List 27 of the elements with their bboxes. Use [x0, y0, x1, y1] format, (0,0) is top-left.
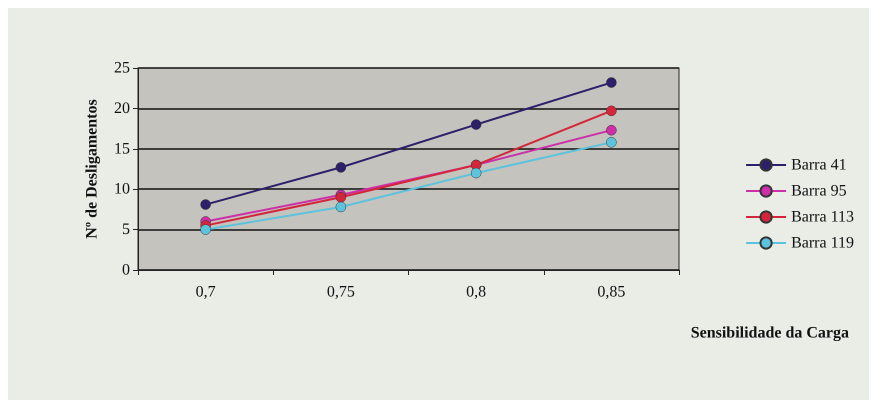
point	[336, 192, 346, 203]
point	[200, 224, 211, 235]
point	[470, 168, 482, 178]
x-tick-label: 0,85	[597, 284, 626, 300]
y-tick-label: 5	[122, 221, 130, 238]
point	[470, 119, 482, 130]
point	[336, 162, 346, 173]
legend-label: Barra 119	[791, 234, 854, 252]
point	[606, 77, 617, 88]
y-axis-title: Nº de Desligamentos	[84, 99, 100, 239]
legend-label: Barra 41	[791, 156, 847, 174]
point	[606, 124, 617, 136]
point	[606, 106, 617, 116]
y-tick-label: 0	[122, 262, 130, 278]
x-tick-label: 0,7	[196, 284, 216, 300]
y-tick-label: 15	[114, 140, 130, 158]
x-axis-title: Sensibilidade da Carga	[690, 324, 849, 342]
y-tick-label: 20	[114, 100, 130, 117]
legend-label: Barra 95	[791, 182, 847, 200]
point	[336, 202, 346, 212]
x-tick-label: 0,75	[326, 284, 355, 300]
legend-label: Barra 113	[791, 208, 854, 226]
y-tick-label: 10	[114, 180, 130, 198]
point	[606, 137, 617, 148]
point	[200, 199, 211, 210]
x-tick-label: 0,8	[466, 284, 486, 300]
y-tick-label: 25	[114, 60, 130, 76]
